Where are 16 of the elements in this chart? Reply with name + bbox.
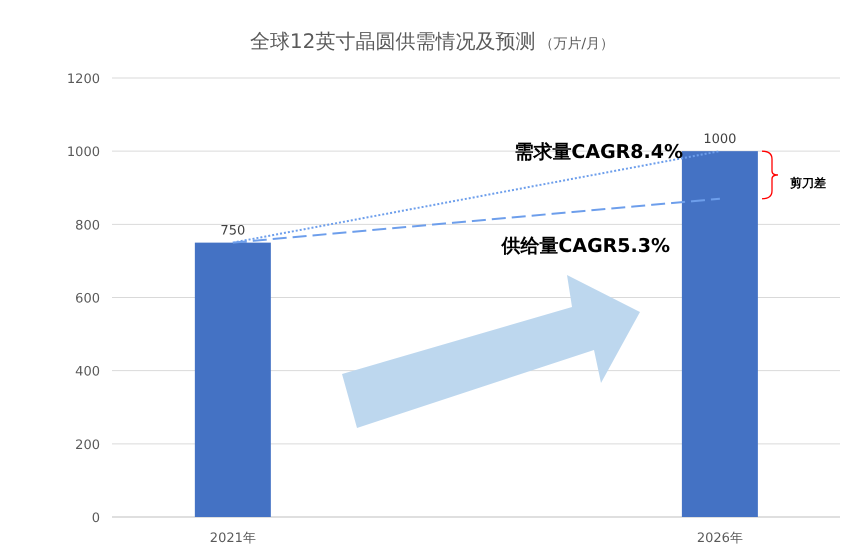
y-tick-label: 1200 bbox=[66, 72, 100, 87]
y-tick-label: 0 bbox=[92, 511, 100, 526]
x-tick-label: 2021年 bbox=[210, 531, 256, 546]
y-tick-label: 200 bbox=[75, 438, 100, 453]
y-tick-label: 1000 bbox=[66, 145, 100, 160]
chart-title: 全球12英寸晶圆供需情况及预测 bbox=[250, 29, 536, 53]
chart-subtitle: （万片/月） bbox=[539, 36, 614, 52]
data-label: 1000 bbox=[703, 132, 736, 148]
annotation: 剪刀差 bbox=[790, 176, 826, 190]
data-label: 750 bbox=[220, 224, 246, 239]
annotation: 供给量CAGR5.3% bbox=[500, 235, 670, 257]
y-tick-label: 400 bbox=[75, 364, 100, 380]
y-tick-label: 800 bbox=[75, 218, 100, 234]
annotation: 需求量CAGR8.4% bbox=[514, 141, 683, 163]
x-tick-label: 2026年 bbox=[696, 531, 743, 546]
y-tick-label: 600 bbox=[75, 292, 100, 306]
